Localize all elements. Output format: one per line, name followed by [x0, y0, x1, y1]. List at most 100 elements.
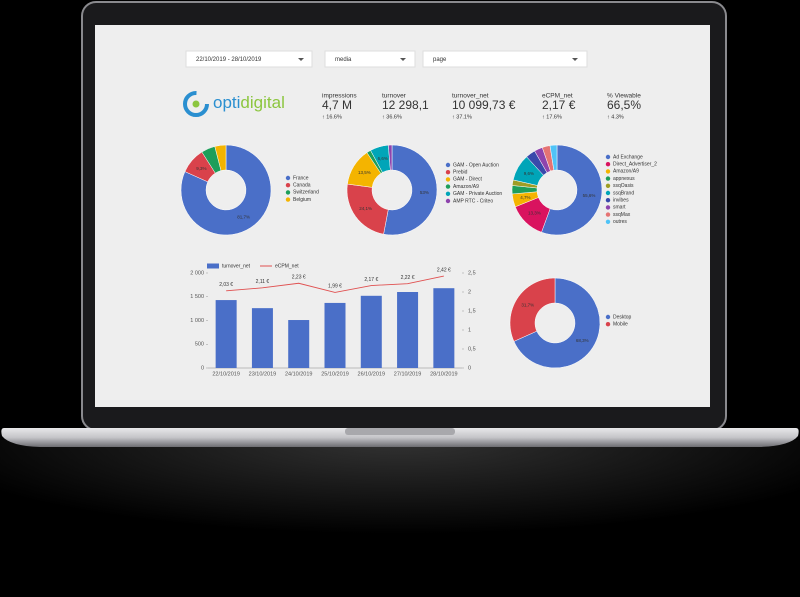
- logo-part: digital: [240, 93, 284, 112]
- y2-tick-label: 2: [468, 289, 471, 295]
- legend-label: outres: [613, 219, 627, 225]
- slice-label: 24,1%: [359, 206, 372, 211]
- kpi-delta: ↑ 16.6%: [322, 114, 342, 120]
- legend-swatch: [605, 190, 611, 196]
- slice-label: 68,3%: [576, 338, 589, 343]
- logo-text: optidigital: [213, 93, 285, 112]
- filter-date[interactable]: [185, 50, 313, 68]
- bar: [433, 288, 455, 368]
- kpi-label: turnover_net: [452, 93, 489, 100]
- bar: [251, 308, 273, 368]
- data-label: 2,22 €: [401, 275, 415, 281]
- kpi-delta: ↑ 17.6%: [542, 114, 562, 120]
- filters: 22/10/2019 - 28/10/2019 media page: [185, 50, 588, 68]
- bar: [288, 320, 310, 368]
- filter-text: page: [433, 57, 447, 63]
- pie-slice: [509, 277, 556, 342]
- slice-label: 81,7%: [237, 214, 250, 219]
- dropdown-arrow: [400, 58, 406, 61]
- legend-label: GAM - Open Auction: [453, 162, 499, 168]
- legend-swatch: [605, 322, 611, 327]
- kpi-delta: ↑ 36.6%: [382, 114, 402, 120]
- x-tick-label: 24/10/2019: [285, 371, 313, 377]
- logo-ring: [183, 91, 209, 117]
- filter-page[interactable]: [422, 50, 588, 68]
- y-tick-label: 0: [201, 365, 204, 371]
- y2-tick-label: 0: [468, 365, 471, 371]
- logo: optidigital: [183, 91, 285, 117]
- kpi-label: % Viewable: [607, 93, 641, 100]
- legend-swatch: [605, 162, 611, 167]
- bar: [215, 300, 237, 368]
- notch: [345, 428, 455, 435]
- legend-label: AMP RTC - Criteo: [453, 198, 493, 204]
- laptop-base: [1, 428, 799, 447]
- slice-label: 9,6%: [524, 171, 534, 176]
- legend-label: ssqBrand: [613, 190, 634, 196]
- legend-label: Ad Exchange: [613, 154, 643, 160]
- filter-text: 22/10/2019 - 28/10/2019: [196, 57, 262, 63]
- legend-label: Direct_Advertiser_2: [613, 162, 657, 168]
- legend-label: turnover_net: [222, 263, 251, 269]
- slice-label: 13,3%: [528, 211, 541, 216]
- legend-swatch: [445, 184, 451, 189]
- filter-text: media: [335, 57, 352, 63]
- slice-label: 9,3%: [196, 166, 206, 171]
- legend-swatch: [285, 190, 291, 195]
- slice-label: 13,5%: [358, 170, 371, 175]
- legend-swatch: [605, 169, 611, 174]
- legend-swatch: [605, 219, 611, 224]
- y2-tick-label: 1: [468, 327, 471, 333]
- floor-shadow: [0, 440, 800, 597]
- slice-label: 31,7%: [521, 303, 534, 308]
- y-tick-label: 500: [195, 342, 204, 348]
- legend-label: eCPM_net: [275, 263, 299, 269]
- filter-media[interactable]: [324, 50, 416, 68]
- legend-swatch: [605, 198, 611, 203]
- pie-slice: [180, 144, 272, 236]
- kpi-delta: ↑ 37.1%: [452, 114, 472, 120]
- legend-label: Desktop: [613, 314, 632, 320]
- pie-slice: [549, 144, 558, 171]
- data-label: 2,03 €: [219, 282, 233, 288]
- pie-slice: [541, 144, 603, 236]
- y-tick-label: 1 500: [190, 294, 204, 300]
- data-label: 1,99 €: [328, 284, 342, 290]
- dropdown-arrow: [572, 58, 578, 61]
- legend-label: ssqOasis: [613, 183, 634, 189]
- y-tick-label: 2 000: [190, 270, 204, 276]
- y2-tick-label: 2,5: [468, 270, 476, 276]
- logo-part: opti: [213, 93, 240, 112]
- legend-label: appnexus: [613, 176, 635, 182]
- legend-swatch: [445, 177, 451, 182]
- x-tick-label: 26/10/2019: [358, 371, 386, 377]
- kpi-value: 10 099,73 €: [452, 98, 516, 112]
- x-tick-label: 25/10/2019: [321, 371, 349, 377]
- pie-slice: [383, 144, 438, 236]
- legend-label: GAM - Direct: [453, 177, 483, 183]
- legend-label: GAM - Private Auction: [453, 191, 502, 197]
- y2-tick-label: 1,5: [468, 308, 476, 314]
- legend-swatch: [445, 170, 451, 175]
- legend-label: invibes: [613, 198, 629, 204]
- pie-slice: [388, 144, 393, 171]
- data-label: 2,17 €: [364, 277, 378, 283]
- legend-swatch: [605, 176, 611, 181]
- legend-swatch: [605, 212, 611, 217]
- bar: [397, 292, 419, 368]
- kpi-delta: ↑ 4.3%: [607, 114, 624, 120]
- data-label: 2,42 €: [437, 267, 451, 273]
- kpi-label: eCPM_net: [542, 93, 573, 100]
- legend-swatch: [445, 198, 451, 204]
- legend-label: Mobile: [613, 322, 628, 328]
- kpi-value: 12 298,1: [382, 98, 429, 112]
- slice-label: 6,6%: [378, 156, 388, 161]
- legend-label: smart: [613, 205, 626, 211]
- dropdown-arrow: [298, 58, 304, 61]
- x-tick-label: 27/10/2019: [394, 371, 422, 377]
- legend-swatch: [605, 183, 611, 188]
- legend-label: Switzerland: [293, 190, 319, 196]
- x-tick-label: 28/10/2019: [430, 371, 458, 377]
- bar: [360, 295, 382, 368]
- y-tick-label: 1 000: [190, 318, 204, 324]
